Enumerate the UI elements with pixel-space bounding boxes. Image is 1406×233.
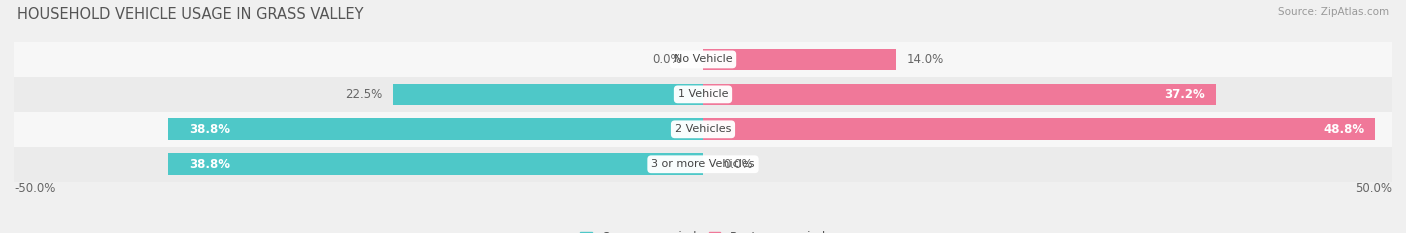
Text: 50.0%: 50.0% bbox=[1355, 182, 1392, 195]
Bar bbox=[703, 84, 1216, 105]
Text: No Vehicle: No Vehicle bbox=[673, 55, 733, 64]
Text: 2 Vehicles: 2 Vehicles bbox=[675, 124, 731, 134]
Text: -50.0%: -50.0% bbox=[14, 182, 55, 195]
Text: 38.8%: 38.8% bbox=[188, 158, 231, 171]
Text: 38.8%: 38.8% bbox=[188, 123, 231, 136]
Bar bbox=[14, 147, 1392, 182]
Legend: Owner-occupied, Renter-occupied: Owner-occupied, Renter-occupied bbox=[575, 226, 831, 233]
Text: 1 Vehicle: 1 Vehicle bbox=[678, 89, 728, 99]
Bar bbox=[169, 154, 703, 175]
Bar bbox=[169, 118, 703, 140]
Text: 0.0%: 0.0% bbox=[652, 53, 682, 66]
Bar bbox=[14, 77, 1392, 112]
Bar bbox=[703, 49, 896, 70]
Text: Source: ZipAtlas.com: Source: ZipAtlas.com bbox=[1278, 7, 1389, 17]
Text: HOUSEHOLD VEHICLE USAGE IN GRASS VALLEY: HOUSEHOLD VEHICLE USAGE IN GRASS VALLEY bbox=[17, 7, 363, 22]
Bar bbox=[14, 112, 1392, 147]
Text: 0.0%: 0.0% bbox=[724, 158, 754, 171]
Bar bbox=[703, 118, 1375, 140]
Bar bbox=[14, 42, 1392, 77]
Text: 37.2%: 37.2% bbox=[1164, 88, 1205, 101]
Text: 22.5%: 22.5% bbox=[344, 88, 382, 101]
Bar bbox=[392, 84, 703, 105]
Text: 3 or more Vehicles: 3 or more Vehicles bbox=[651, 159, 755, 169]
Text: 48.8%: 48.8% bbox=[1323, 123, 1364, 136]
Text: 14.0%: 14.0% bbox=[907, 53, 945, 66]
